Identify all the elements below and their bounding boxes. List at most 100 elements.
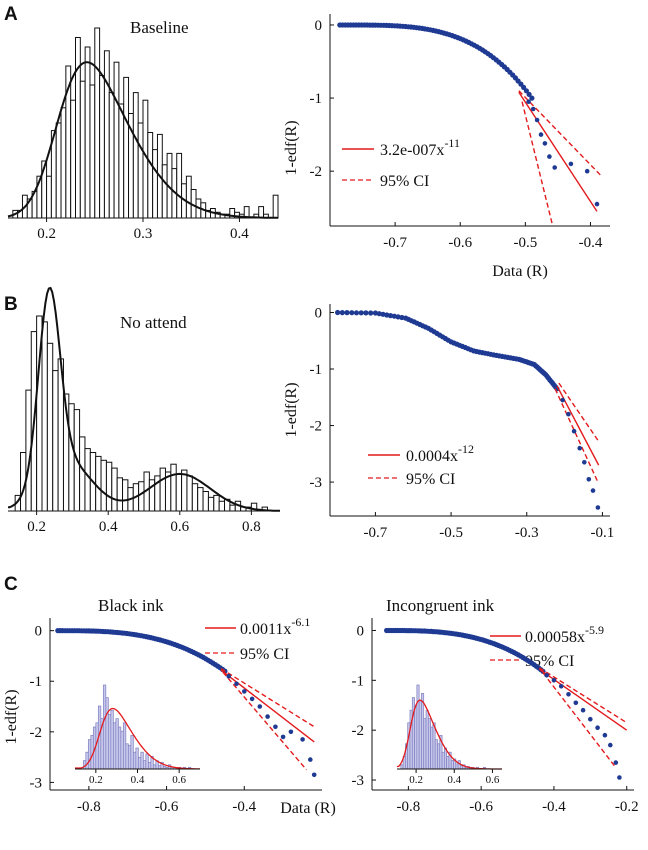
histogram-bar (85, 751, 89, 770)
histogram-bar (110, 709, 114, 770)
density-curve (7, 61, 279, 219)
no-attend-legend-exp: -12 (458, 442, 474, 456)
tail-data-point (538, 132, 544, 137)
panel-c-ylabel: 1-edf(R) (3, 689, 20, 744)
ci-upper-line (539, 667, 628, 724)
x-tick-label: 0.2 (89, 774, 103, 786)
tail-data-point (586, 477, 592, 482)
baseline-histogram: Baseline 0.2 0.3 0.4 (7, 18, 279, 242)
tail-data-point (595, 505, 601, 510)
panel-letter-c: C (4, 574, 18, 595)
y-tick-label: -2 (310, 164, 323, 180)
baseline-legend-fit: 3.2e-007x-11 (380, 136, 460, 159)
y-tick-label: -3 (310, 475, 323, 491)
histogram-bar (117, 726, 122, 770)
x-tick-label: -0.6 (155, 799, 179, 815)
histogram-bar (207, 496, 215, 512)
histogram-bar (137, 122, 144, 219)
histogram-bar (103, 50, 110, 219)
data-point (368, 310, 374, 316)
histogram-bar (99, 75, 105, 219)
tail-data-point (547, 154, 552, 159)
histogram-bar (152, 149, 158, 219)
histogram-bar (52, 370, 59, 512)
y-tick-label: 0 (315, 18, 323, 34)
ci-upper-line (220, 667, 315, 728)
x-tick-label: 0.3 (134, 226, 153, 242)
black-ink-legend-exp: -6.1 (291, 615, 310, 629)
x-tick-label: -0.5 (439, 525, 463, 541)
tail-data-point (242, 689, 247, 694)
incongruent-ink-title: Incongruent ink (386, 596, 495, 615)
panel-letter-b: B (4, 294, 18, 315)
data-point (529, 95, 535, 101)
ci-lower-line (554, 388, 599, 483)
panel-c-xlabel: Data (R) (280, 800, 336, 817)
data-point (344, 310, 350, 316)
tail-data-point (602, 732, 608, 738)
histogram-bar (229, 504, 236, 512)
histogram-bar (132, 751, 137, 770)
y-tick-label: 0 (315, 305, 323, 321)
tail-data-point (588, 716, 593, 722)
tail-data-point (594, 201, 600, 207)
tail-data-point (613, 760, 619, 765)
no-attend-legend-coef: 0.0004x (406, 448, 458, 465)
histogram-bar (130, 735, 134, 770)
no-attend-histogram: No attend 0.2 0.4 0.6 0.8 (8, 286, 280, 535)
power-law-fit-line (518, 91, 598, 212)
histogram-bar (41, 321, 48, 512)
tail-data-point (526, 99, 531, 104)
tail-data-point (566, 411, 571, 417)
baseline-ccdf-plot: 1-edf(R) Data (R) 3.2e-007x-11 95% CI 0 -… (283, 14, 610, 280)
ci-lower-line (521, 101, 554, 227)
no-attend-title: No attend (120, 313, 187, 332)
tail-data-point (582, 460, 587, 465)
histogram-bar (105, 697, 109, 770)
histogram-bar (79, 436, 86, 512)
tail-data-point (280, 734, 286, 740)
histogram-bar (135, 747, 139, 770)
baseline-title: Baseline (130, 18, 189, 37)
histogram-bar (95, 455, 102, 512)
histogram-bar (46, 342, 54, 512)
histogram-bar (159, 467, 166, 512)
x-tick-label: -0.6 (469, 799, 493, 815)
no-attend-legend-ci: 95% CI (406, 471, 455, 488)
x-tick-label: -0.4 (579, 235, 603, 251)
x-tick-label: 0.2 (27, 519, 46, 535)
x-tick-label: -0.4 (232, 799, 256, 815)
x-tick-label: -0.8 (77, 799, 101, 815)
histogram-bar (142, 760, 147, 770)
tail-data-point (577, 445, 582, 451)
histogram-bar (218, 500, 226, 512)
black-ink-title: Black ink (98, 596, 164, 615)
y-tick-label: -2 (30, 725, 43, 741)
tail-data-point (595, 725, 600, 730)
x-tick-label: 0.6 (486, 774, 500, 786)
incongruent-ink-legend-exp: -5.9 (585, 623, 604, 637)
histogram-bar (120, 730, 124, 770)
tail-data-point (573, 700, 579, 706)
x-tick-label: 0.6 (172, 774, 186, 786)
x-tick-label: -0.3 (515, 525, 539, 541)
histogram-bar (113, 61, 120, 219)
tail-data-point (308, 757, 313, 762)
histogram-bar (68, 403, 75, 512)
histogram-bar (147, 132, 154, 219)
histogram-bar (84, 46, 91, 219)
histogram-bar (75, 37, 81, 219)
y-tick-label: -3 (30, 775, 43, 791)
x-tick-label: 0.4 (447, 774, 461, 786)
histogram-bar (258, 206, 265, 219)
y-tick-label: 0 (35, 624, 43, 640)
x-tick-label: 0.6 (170, 519, 189, 535)
histogram-bar (132, 92, 139, 219)
tail-data-point (544, 673, 549, 678)
histogram-bar (175, 473, 183, 512)
histogram-bar (176, 152, 183, 219)
density-curve (8, 286, 280, 512)
y-tick-label: -1 (310, 362, 323, 378)
x-tick-label: 0.2 (37, 226, 56, 242)
histogram-bar (46, 175, 52, 219)
